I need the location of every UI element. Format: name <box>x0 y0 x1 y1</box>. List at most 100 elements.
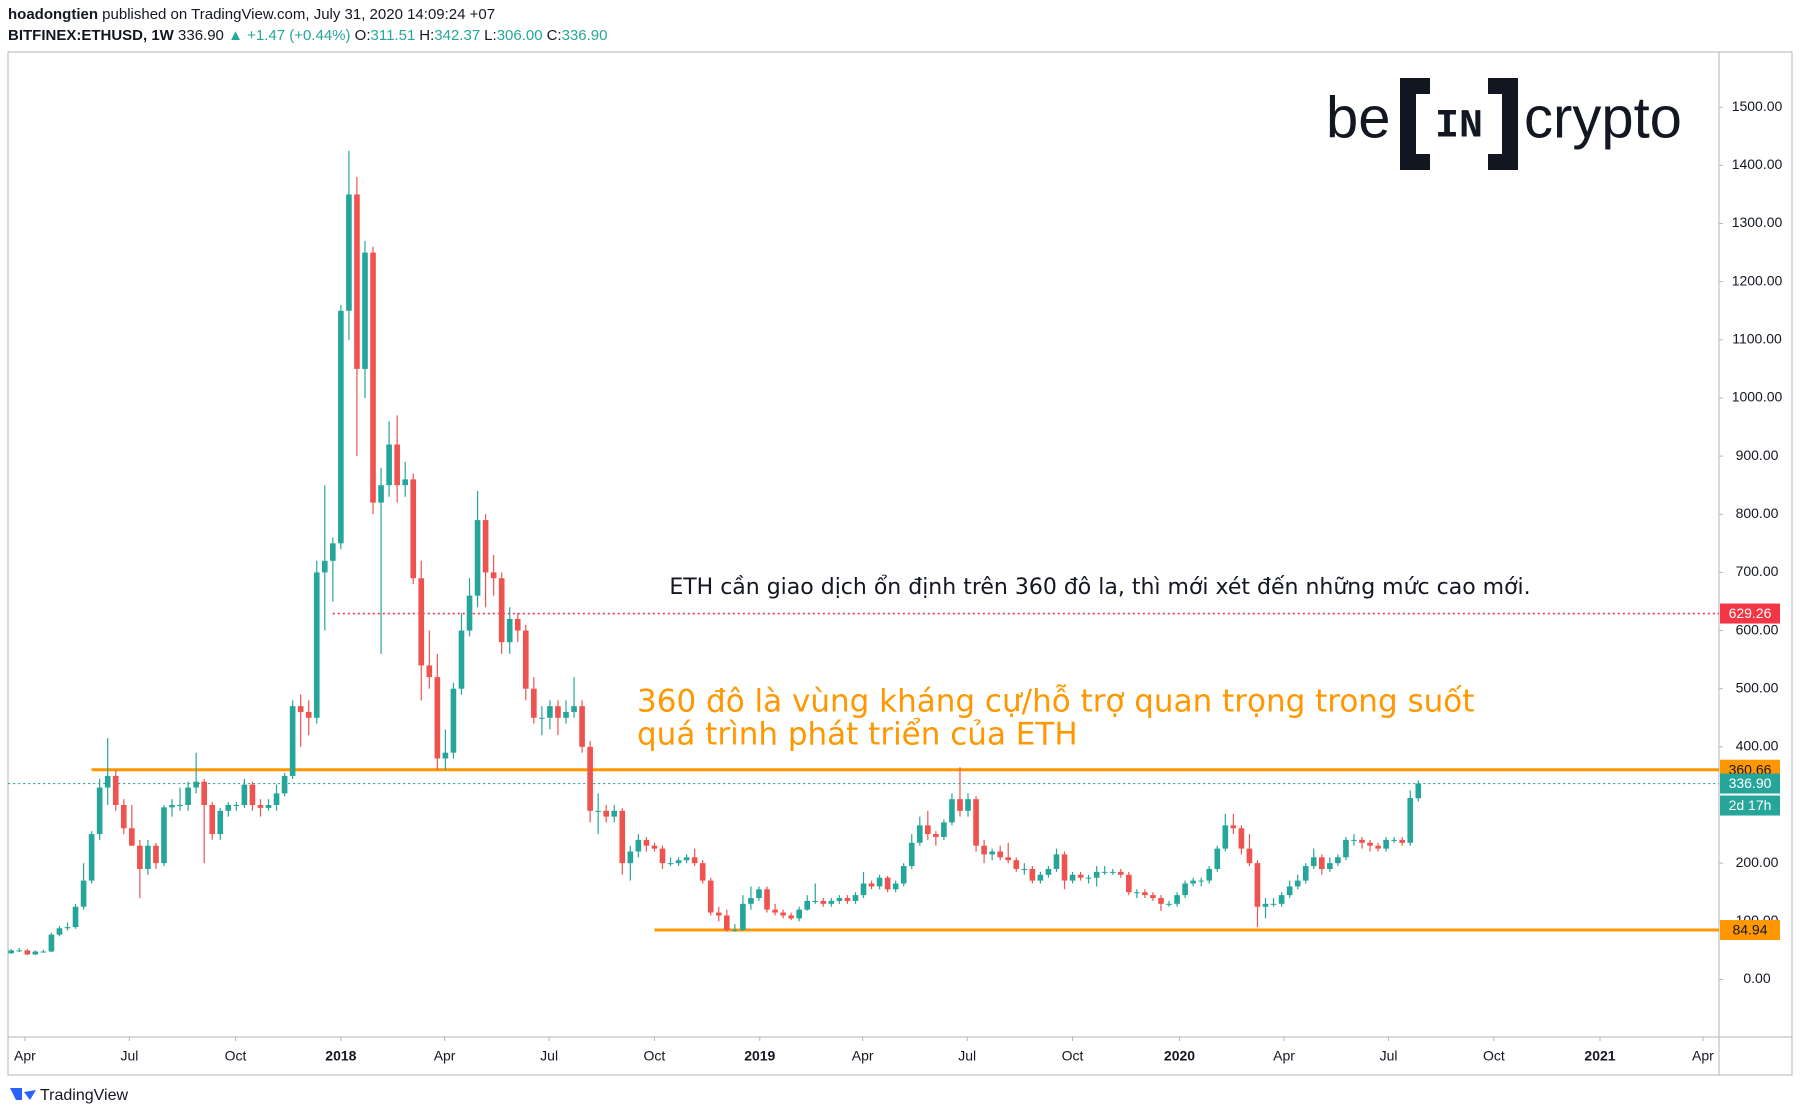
x-tick-label: Apr <box>434 1048 456 1064</box>
candle-body <box>201 781 208 805</box>
candle-body <box>916 825 923 843</box>
candle-body <box>434 677 441 759</box>
candle-body <box>1053 854 1060 869</box>
candle-body <box>812 900 819 902</box>
candle-body <box>1190 880 1196 884</box>
y-tick-label: 900.00 <box>1736 447 1779 463</box>
candle-body <box>233 804 240 806</box>
candle-body <box>40 951 47 953</box>
ohlc-value: 311.51 <box>370 27 416 44</box>
x-tick-label: Oct <box>1062 1048 1084 1064</box>
candle-body <box>1061 854 1068 881</box>
candle-body <box>804 900 811 910</box>
candle-body <box>217 810 224 835</box>
x-tick-label: Oct <box>1483 1048 1505 1064</box>
y-tick-label: 700.00 <box>1736 563 1779 579</box>
candle-body <box>386 444 392 486</box>
candle-body <box>225 804 232 811</box>
y-tick-label: 500.00 <box>1736 679 1779 695</box>
y-tick-label: 1100.00 <box>1732 331 1782 347</box>
candle-body <box>1286 886 1293 896</box>
y-tick-label: 400.00 <box>1736 738 1779 754</box>
candle-body <box>667 863 674 865</box>
candle-body <box>426 665 433 678</box>
frame <box>7 51 1793 1076</box>
candle-body <box>740 903 746 931</box>
candle-body <box>330 543 336 561</box>
price-label: 360.66 <box>1729 761 1772 777</box>
candle-body <box>957 799 963 811</box>
candle-body <box>1206 868 1213 881</box>
candle-body <box>555 706 561 718</box>
candle-body <box>498 578 505 643</box>
candle-body <box>820 900 827 904</box>
candle-body <box>884 877 891 890</box>
candle-body <box>313 572 320 718</box>
candle-body <box>1407 798 1414 843</box>
candle-body <box>772 909 778 913</box>
plot <box>8 150 1719 956</box>
candle-body <box>852 895 859 901</box>
footer-text: TradingView <box>40 1087 128 1104</box>
candle-body <box>1278 895 1285 904</box>
price-label: 629.26 <box>1729 605 1772 621</box>
x-tick-label: 2021 <box>1584 1048 1615 1064</box>
candle-body <box>88 834 95 881</box>
candle-body <box>796 909 802 919</box>
candle-body <box>169 804 175 808</box>
candle-body <box>675 860 682 864</box>
candle-body <box>394 444 400 486</box>
candle-body <box>1109 871 1116 873</box>
published: published on TradingView.com, July 31, 2… <box>102 6 496 23</box>
change: ▲ +1.47 (+0.44%) <box>228 27 351 44</box>
candle-body <box>450 688 457 753</box>
candle-body <box>1021 868 1028 870</box>
candle-body <box>635 839 642 852</box>
candle-body <box>1230 825 1237 829</box>
candle-body <box>756 889 762 899</box>
candle-body <box>1158 898 1164 904</box>
candle-body <box>137 845 143 869</box>
candle-body <box>80 880 87 907</box>
candle-body <box>531 688 537 718</box>
candle-body <box>209 804 216 835</box>
candle-body <box>1351 839 1357 841</box>
candle-body <box>289 706 296 776</box>
price-label-box <box>1720 773 1780 794</box>
candle-body <box>265 804 272 808</box>
candle-body <box>965 799 971 811</box>
candle-body <box>1045 868 1052 875</box>
candle-body <box>997 851 1004 858</box>
ohlc-value: 336.90 <box>561 27 608 44</box>
annotation: 360 đô là vùng kháng cự/hỗ trợ quan trọn… <box>637 684 1474 720</box>
candle-body <box>1246 848 1253 864</box>
candle-body <box>1005 857 1012 861</box>
candle-body <box>442 752 449 759</box>
footer-icon <box>10 1088 36 1100</box>
candle-body <box>474 520 481 596</box>
x-tick-label: Apr <box>852 1048 874 1064</box>
candle-body <box>1013 860 1020 869</box>
candle-body <box>8 950 15 954</box>
candle-body <box>1126 874 1132 893</box>
candle-body <box>844 898 851 901</box>
symbol-line: BITFINEX:ETHUSD, 1W 336.90 ▲ +1.47 (+0.4… <box>8 25 611 46</box>
logo: be IN crypto <box>1326 78 1682 170</box>
ohlc-legend: O:311.51 H:342.37 L:306.00 C:336.90 <box>355 27 612 44</box>
candle-body <box>579 706 585 747</box>
price-label-box <box>1720 920 1780 941</box>
candle-body <box>1270 903 1277 905</box>
header: hoadongtien published on TradingView.com… <box>8 4 611 46</box>
candle-body <box>1142 892 1148 896</box>
x-tick-label: Oct <box>225 1048 247 1064</box>
candle-body <box>900 866 907 884</box>
y-tick-label: 1000.00 <box>1732 389 1783 405</box>
candle-body <box>64 927 71 929</box>
candle-body <box>72 906 79 928</box>
publish-line: hoadongtien published on TradingView.com… <box>8 4 611 25</box>
footer: TradingView <box>10 1087 128 1104</box>
candle-body <box>1238 828 1245 849</box>
candle-body <box>482 520 489 573</box>
